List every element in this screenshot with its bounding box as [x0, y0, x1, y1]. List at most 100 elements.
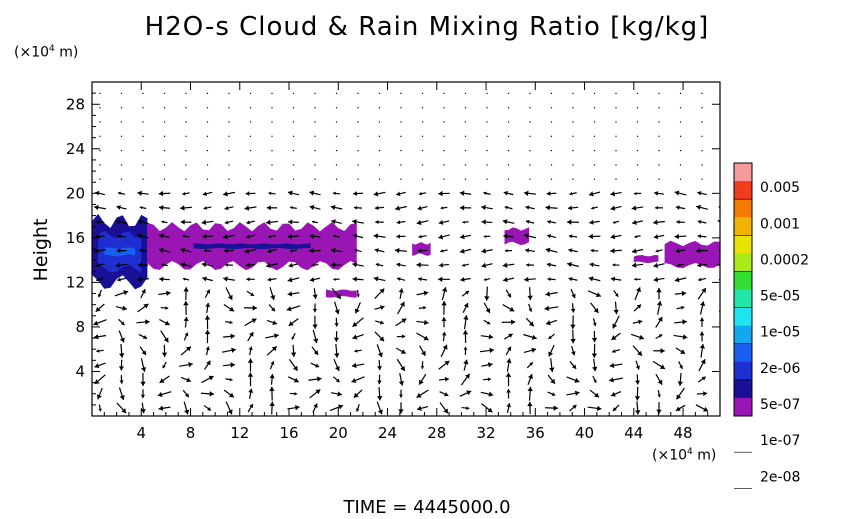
- wind-arrow-head: [423, 290, 429, 296]
- wind-arrow-head: [545, 205, 550, 211]
- wind-arrow-head: [441, 331, 447, 336]
- x-tick-label: 24: [378, 424, 397, 442]
- wind-arrow-head: [352, 321, 358, 327]
- wind-arrow-head: [511, 319, 516, 325]
- wind-arrow-head: [571, 293, 576, 299]
- wind-arrow-head: [313, 350, 319, 355]
- colorbar-label: 5e-05: [760, 289, 800, 305]
- wind-arrow-head: [463, 359, 469, 365]
- wind-arrow-head: [572, 404, 577, 409]
- wind-arrow-head: [588, 276, 594, 282]
- wind-arrow-head: [119, 380, 124, 384]
- wind-arrow-head: [180, 219, 185, 225]
- wind-arrow-head: [247, 372, 254, 377]
- wind-arrow-head: [206, 289, 211, 294]
- wind-arrow-head: [377, 380, 382, 385]
- wind-arrow-head: [334, 366, 340, 372]
- wind-arrow-head: [438, 190, 443, 197]
- wind-arrow-head: [460, 277, 465, 282]
- wind-arrow-head: [703, 391, 708, 397]
- wind-arrow-head: [718, 206, 720, 209]
- wind-arrow-head: [377, 352, 383, 358]
- wind-arrow-head: [631, 205, 637, 211]
- chart-title: H2O-s Cloud & Rain Mixing Ratio [kg/kg]: [144, 12, 710, 42]
- colorbar-swatch: [734, 163, 752, 182]
- wind-arrow-head: [332, 191, 336, 196]
- wind-arrow-head: [481, 219, 486, 225]
- wind-arrow-head: [528, 308, 533, 312]
- wind-arrow-head: [184, 393, 189, 398]
- wind-arrow-head: [246, 220, 250, 225]
- wind-arrow-head: [204, 315, 211, 320]
- wind-arrow-head: [569, 191, 573, 196]
- wind-arrow-head: [375, 220, 379, 225]
- wind-arrow-head: [224, 220, 229, 225]
- wind-arrow-head: [186, 377, 191, 383]
- wind-arrow-head: [225, 263, 229, 267]
- wind-arrow-head: [610, 191, 616, 197]
- x-tick-label: 20: [329, 424, 348, 442]
- wind-arrow-head: [609, 377, 614, 383]
- wind-arrow-head: [379, 288, 385, 294]
- wind-vector-field: [93, 92, 727, 415]
- wind-arrow-head: [312, 294, 318, 299]
- wind-arrow-head: [503, 233, 508, 239]
- wind-arrow-head: [701, 288, 706, 294]
- wind-arrow-head: [184, 332, 189, 337]
- wind-arrow-head: [137, 190, 142, 196]
- wind-arrow-head: [246, 277, 250, 282]
- wind-arrow-head: [465, 291, 469, 295]
- wind-arrow-head: [462, 263, 466, 267]
- wind-arrow-head: [374, 248, 379, 253]
- wind-arrow-head: [373, 233, 379, 239]
- wind-arrow-head: [443, 408, 449, 414]
- wind-arrow-head: [244, 205, 250, 211]
- wind-arrow-head: [697, 219, 702, 224]
- wind-arrow-head: [717, 263, 720, 267]
- wind-arrow-head: [653, 234, 659, 240]
- wind-arrow-head: [266, 262, 271, 269]
- wind-arrow-head: [139, 248, 143, 253]
- wind-arrow-head: [121, 408, 127, 414]
- wind-arrow-head: [312, 324, 318, 329]
- wind-arrow: [721, 316, 727, 329]
- wind-arrow-head: [204, 329, 211, 335]
- y-axis-unit: (×104 m): [14, 44, 79, 61]
- wind-arrow-head: [438, 219, 444, 225]
- wind-arrow-head: [659, 364, 665, 369]
- wind-arrow-head: [674, 277, 680, 283]
- wind-arrow-head: [417, 205, 422, 211]
- wind-arrow-head: [333, 277, 336, 281]
- wind-arrow-head: [546, 191, 551, 196]
- wind-arrow-head: [638, 319, 643, 325]
- wind-arrow-head: [202, 233, 207, 239]
- wind-arrow-head: [354, 248, 358, 253]
- wind-arrow-head: [696, 204, 701, 210]
- wind-arrow-head: [230, 362, 235, 368]
- wind-arrow: [720, 407, 726, 410]
- wind-arrow-head: [227, 294, 233, 300]
- wind-arrow-head: [504, 205, 509, 210]
- wind-arrow-head: [330, 262, 336, 268]
- wind-arrow-head: [333, 337, 340, 342]
- wind-arrow-head: [488, 391, 494, 397]
- wind-arrow-head: [227, 409, 233, 415]
- x-tick-label: 8: [186, 424, 196, 442]
- wind-arrow-head: [639, 334, 644, 340]
- wind-arrow-head: [568, 248, 573, 253]
- wind-arrow-head: [441, 317, 447, 322]
- wind-arrow-head: [396, 220, 401, 225]
- wind-arrow-head: [396, 234, 400, 239]
- wind-arrow-head: [682, 334, 688, 340]
- wind-arrow-head: [464, 373, 470, 379]
- wind-arrow-head: [223, 191, 228, 197]
- wind-arrow-head: [330, 247, 336, 254]
- wind-arrow-head: [398, 409, 404, 414]
- wind-arrow-head: [418, 234, 422, 239]
- colorbar-label: 0.005: [760, 180, 800, 196]
- wind-arrow-head: [525, 219, 530, 224]
- wind-arrow-head: [590, 248, 594, 253]
- wind-arrow-head: [506, 403, 512, 408]
- wind-arrow-head: [161, 220, 165, 224]
- colorbar-swatch: [734, 181, 752, 200]
